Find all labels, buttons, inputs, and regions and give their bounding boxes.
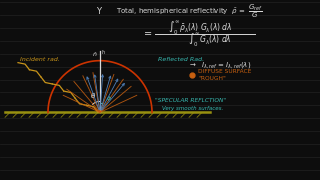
Text: $\hat{n}$: $\hat{n}$ bbox=[92, 50, 98, 59]
Text: $\rightarrow$  $I_{\lambda,ref}$ = $I_{\lambda,ref}(\lambda)$: $\rightarrow$ $I_{\lambda,ref}$ = $I_{\l… bbox=[188, 60, 251, 70]
Text: Incident rad.: Incident rad. bbox=[20, 57, 60, 62]
Text: $\phi$: $\phi$ bbox=[106, 94, 112, 103]
Text: $\int_0^\infty \bar{\rho}_\lambda(\lambda)\;G_\lambda(\lambda)\;d\lambda$: $\int_0^\infty \bar{\rho}_\lambda(\lambd… bbox=[168, 19, 232, 37]
Text: DIFFUSE SURFACE
"ROUGH": DIFFUSE SURFACE "ROUGH" bbox=[198, 69, 252, 81]
Text: Reflected Rad.: Reflected Rad. bbox=[158, 57, 204, 62]
Text: $\hat{n}$: $\hat{n}$ bbox=[100, 48, 105, 57]
Text: =: = bbox=[144, 29, 152, 39]
Text: $\theta$: $\theta$ bbox=[90, 91, 96, 100]
Text: Very smooth surfaces.: Very smooth surfaces. bbox=[162, 106, 223, 111]
Text: $\int_0^\infty G_\lambda(\lambda)\;d\lambda$: $\int_0^\infty G_\lambda(\lambda)\;d\lam… bbox=[188, 31, 232, 49]
Text: $\mathsf{\Upsilon}$: $\mathsf{\Upsilon}$ bbox=[96, 5, 104, 16]
Text: Total, hemispherical reflectivity  $\bar{\rho}$ =  $\dfrac{G_{ref}}{G}$: Total, hemispherical reflectivity $\bar{… bbox=[116, 2, 264, 20]
Text: "SPECULAR REFLCTION": "SPECULAR REFLCTION" bbox=[155, 98, 226, 103]
